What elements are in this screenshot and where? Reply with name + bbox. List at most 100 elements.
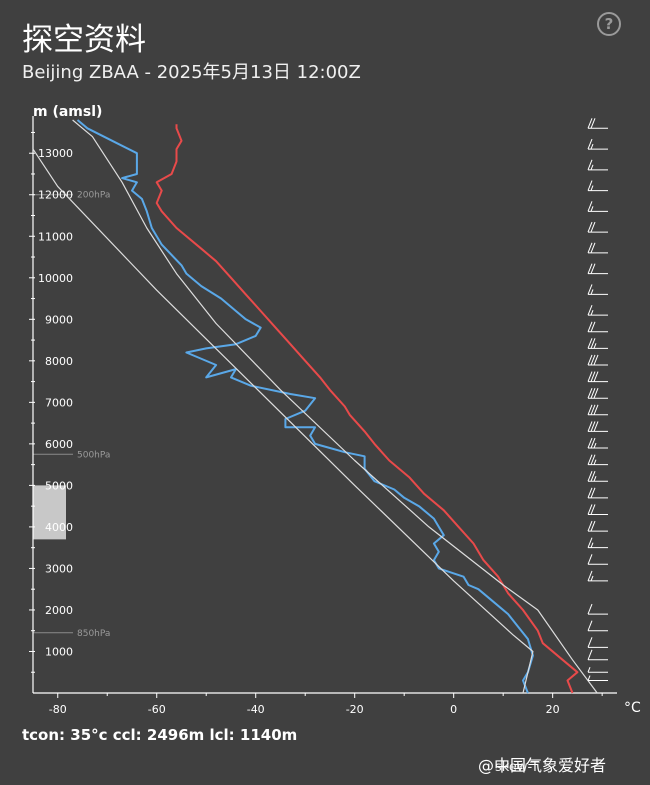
station-subtitle: Beijing ZBAA - 2025年5月13日 12:00Z <box>22 62 361 83</box>
y-tick-label: 6000 <box>45 438 73 451</box>
wind-barb-feather <box>590 388 596 399</box>
wind-barb <box>587 201 608 212</box>
wind-barb-half-feather <box>590 185 594 191</box>
y-tick-label: 8000 <box>45 355 73 368</box>
wind-barb-feather <box>587 421 593 432</box>
wind-barb <box>587 421 608 432</box>
y-tick-label: 13000 <box>38 147 73 160</box>
wind-barb <box>587 554 608 565</box>
wind-barb-feather <box>590 263 596 274</box>
x-tick-label: 0 <box>450 703 457 716</box>
wind-barb-feather <box>590 338 596 349</box>
wind-barb-half-feather <box>587 675 591 681</box>
wind-barb <box>587 504 608 515</box>
pressure-level-label: 500hPa <box>77 450 110 460</box>
wind-barb <box>587 404 608 416</box>
wind-barb-feather <box>587 284 593 295</box>
wind-barb-half-feather <box>587 667 591 673</box>
x-tick-label: 20 <box>546 703 560 716</box>
wind-barb-half-feather <box>593 442 597 449</box>
y-tick-label: 10000 <box>38 272 73 285</box>
wind-barb <box>587 242 608 254</box>
wind-barb <box>587 138 608 150</box>
wind-barb-feather <box>587 554 593 565</box>
wind-barb-feather <box>590 471 596 482</box>
wind-barb <box>587 620 608 632</box>
highlight-band <box>33 485 66 540</box>
wind-barb <box>587 338 608 349</box>
wind-barb-feather <box>587 263 593 274</box>
x-tick-label: -60 <box>148 703 166 716</box>
wind-barb <box>587 304 608 316</box>
wind-barb <box>587 520 608 532</box>
wind-barb-feather <box>590 371 596 382</box>
wind-barb-feather <box>590 354 596 366</box>
x-tick-label: -40 <box>247 703 265 716</box>
wind-barb-half-feather <box>590 542 594 548</box>
y-tick-label: 12000 <box>38 189 73 202</box>
wind-barb-feather <box>587 603 593 615</box>
wind-barb-half-feather <box>590 164 594 171</box>
wind-barb-feather <box>587 159 593 171</box>
wind-barb <box>587 388 608 399</box>
x-tick-label: -20 <box>346 703 364 716</box>
wind-barb-feather <box>590 404 596 415</box>
wind-barb-feather <box>593 388 599 399</box>
wind-barb-feather <box>587 404 593 415</box>
wind-barb-feather <box>587 637 593 648</box>
y-tick-label: 9000 <box>45 313 73 326</box>
wind-barb-feather <box>587 504 593 515</box>
wind-barb <box>587 454 608 466</box>
wind-barb-feather <box>587 620 593 631</box>
wind-barb <box>587 637 608 648</box>
temperature-line <box>155 124 579 694</box>
wind-barb-feather <box>587 471 593 482</box>
wind-barb-feather <box>587 570 593 582</box>
wind-barb-feather <box>593 421 599 432</box>
wind-barb-half-feather <box>593 476 597 482</box>
y-tick-label: 4000 <box>45 521 73 534</box>
wind-barb-feather <box>587 487 593 499</box>
watermark: @中国气象爱好者 <box>478 756 607 775</box>
wind-barb-feather <box>587 242 593 254</box>
wind-barb-feather <box>587 321 593 332</box>
wind-barb-feather <box>587 180 593 191</box>
wind-barb-feather <box>587 371 593 382</box>
wind-barb-feather <box>587 201 593 212</box>
wind-barb <box>587 118 608 129</box>
wind-barb <box>587 570 608 582</box>
help-icon[interactable]: ? <box>597 12 621 36</box>
y-tick-label: 11000 <box>38 230 73 243</box>
wind-barb <box>587 649 608 661</box>
wind-barb-feather <box>590 454 596 465</box>
y-tick-label: 3000 <box>45 562 73 575</box>
wind-barb <box>587 537 608 549</box>
wind-barb-feather <box>590 421 596 432</box>
x-axis-label: °C <box>624 700 641 716</box>
wind-barb-feather <box>590 487 596 499</box>
wind-barb-half-feather <box>590 575 594 582</box>
wind-barb-feather <box>590 118 596 129</box>
wind-barb <box>587 321 608 333</box>
wind-barb <box>587 221 608 233</box>
page-title: 探空资料 <box>22 22 146 58</box>
wind-barb-feather <box>590 437 596 449</box>
wind-barb <box>587 159 608 171</box>
wind-barb-half-feather <box>590 143 594 150</box>
wind-barb-feather <box>587 454 593 465</box>
y-tick-label: 2000 <box>45 604 73 617</box>
wind-barb-feather <box>590 242 596 254</box>
skew-toggle[interactable]: skew-T <box>495 760 539 775</box>
wind-barb-feather <box>590 221 596 233</box>
wind-barb <box>587 471 608 482</box>
dewpoint-line <box>76 119 534 694</box>
wind-barb-feather <box>593 371 599 382</box>
wind-barb-feather <box>587 520 593 532</box>
y-tick-label: 7000 <box>45 396 73 409</box>
y-axis-label: m (amsl) <box>33 104 102 120</box>
wind-barb-feather <box>587 354 593 366</box>
wind-barb <box>587 675 608 682</box>
y-tick-label: 1000 <box>45 645 73 658</box>
pressure-level-label: 850hPa <box>77 629 110 639</box>
